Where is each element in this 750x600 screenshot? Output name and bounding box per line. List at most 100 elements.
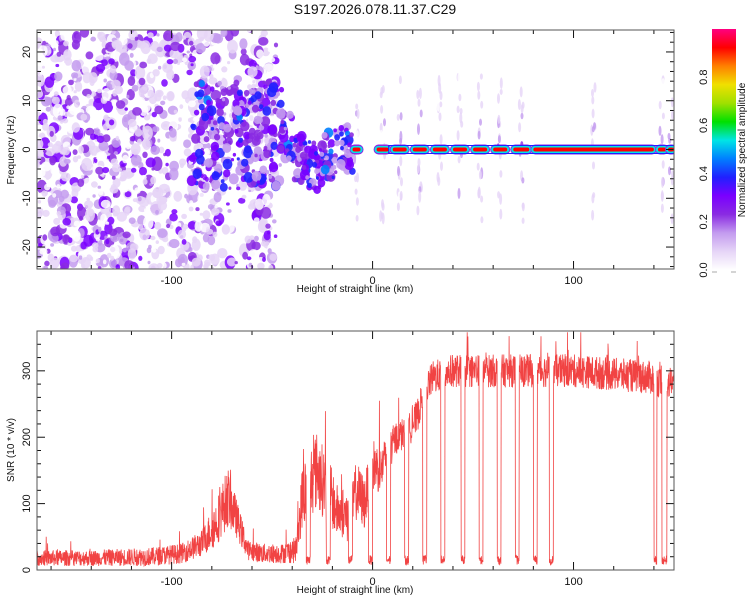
heatmap-cell: [131, 84, 139, 92]
heatmap-cell: [517, 99, 521, 110]
heatmap-cell: [396, 113, 400, 121]
heatmap-cell: [115, 135, 120, 141]
heatmap-cell: [129, 30, 135, 33]
heatmap-cell: [70, 196, 78, 204]
heatmap-cell: [265, 223, 271, 229]
heatmap-cell: [97, 31, 102, 37]
heatmap-cell: [380, 86, 384, 96]
heatmap-cell: [191, 257, 201, 267]
heatmap-cell: [240, 121, 250, 132]
heatmap-cell: [667, 132, 671, 140]
heatmap-cell: [254, 198, 264, 210]
heatmap-cell: [169, 127, 177, 138]
heatmap-cell: [214, 133, 221, 141]
heatmap-cell: [252, 80, 256, 84]
tone-core: [452, 147, 468, 152]
heatmap-cell: [54, 30, 61, 38]
heatmap-cell: [243, 172, 254, 183]
heatmap-cell: [59, 108, 66, 116]
heatmap-cell: [85, 105, 97, 115]
heatmap-cell: [92, 194, 96, 198]
heatmap-cell: [248, 59, 257, 68]
heatmap-cell: [320, 164, 330, 175]
heatmap-cell: [346, 156, 354, 164]
heatmap-cell: [214, 163, 223, 173]
heatmap-cell: [268, 82, 279, 93]
heatmap-cell: [399, 190, 403, 201]
heatmap-cell: [71, 245, 77, 252]
heatmap-cell: [458, 93, 462, 102]
heatmap-cell: [286, 110, 294, 119]
heatmap-cell: [66, 105, 71, 109]
heatmap-cell: [142, 151, 148, 158]
heatmap-cell: [217, 248, 228, 259]
heatmap-cell: [160, 262, 167, 269]
heatmap-cell: [151, 248, 157, 253]
heatmap-cell: [202, 182, 210, 190]
heatmap-cell: [212, 63, 217, 69]
heatmap-cell: [53, 217, 61, 225]
heatmap-cell: [137, 196, 142, 202]
heatmap-cell: [110, 158, 119, 166]
heatmap-cell: [278, 86, 285, 93]
heatmap-cell: [101, 88, 112, 101]
heatmap-cell: [334, 170, 338, 175]
heatmap-cell: [71, 72, 79, 79]
heatmap-cell: [191, 133, 201, 144]
heatmap-cell: [324, 149, 328, 154]
heatmap-cell: [134, 36, 139, 41]
heatmap-cell: [225, 87, 234, 97]
heatmap-cell: [199, 65, 210, 79]
heatmap-cell: [37, 89, 44, 99]
heatmap-cell: [217, 80, 222, 86]
heatmap-cell: [166, 69, 175, 81]
heatmap-cell: [182, 35, 187, 40]
heatmap-cell: [56, 51, 62, 57]
heatmap-cell: [521, 217, 525, 224]
heatmap-cell: [275, 91, 281, 97]
heatmap-cell: [261, 240, 266, 247]
heatmap-cell: [51, 210, 57, 215]
heatmap-cell: [50, 165, 60, 176]
y-tick-label: 20: [21, 46, 33, 58]
heatmap-cell: [660, 134, 664, 145]
x-tick-label: 0: [370, 275, 376, 287]
heatmap-cell: [169, 224, 174, 230]
heatmap-cell: [228, 186, 232, 190]
heatmap-cell: [127, 248, 137, 260]
heatmap-cell: [112, 90, 118, 97]
heatmap-cell: [179, 163, 184, 169]
heatmap-cell: [72, 230, 81, 242]
heatmap-cell: [62, 85, 72, 95]
heatmap-cell: [220, 179, 225, 184]
heatmap-cell: [79, 215, 83, 221]
heatmap-cell: [163, 44, 172, 52]
heatmap-cell: [230, 30, 240, 37]
heatmap-cell: [456, 105, 460, 114]
heatmap-cell: [236, 186, 241, 191]
heatmap-cell: [457, 187, 461, 200]
heatmap-cell: [80, 174, 85, 179]
heatmap-cell: [102, 167, 110, 174]
heatmap-cell: [331, 156, 338, 164]
heatmap-cell: [73, 90, 77, 94]
tone-core: [513, 147, 530, 152]
heatmap-cell: [661, 160, 665, 169]
heatmap-cell: [311, 161, 318, 168]
heatmap-cell: [671, 110, 674, 120]
heatmap-cell: [103, 78, 107, 83]
heatmap-cell: [45, 37, 50, 43]
heatmap-cell: [162, 95, 167, 101]
heatmap-cell: [207, 235, 216, 246]
heatmap-cell: [321, 132, 328, 139]
heatmap-cell: [127, 76, 136, 86]
heatmap-cell: [480, 100, 484, 109]
heatmap-cell: [419, 109, 423, 118]
heatmap-cell: [315, 159, 320, 164]
heatmap-cell: [256, 116, 263, 124]
heatmap-cell: [206, 228, 214, 235]
heatmap-cell: [183, 139, 192, 148]
heatmap-cell: [227, 86, 231, 90]
heatmap-cell: [223, 123, 232, 133]
